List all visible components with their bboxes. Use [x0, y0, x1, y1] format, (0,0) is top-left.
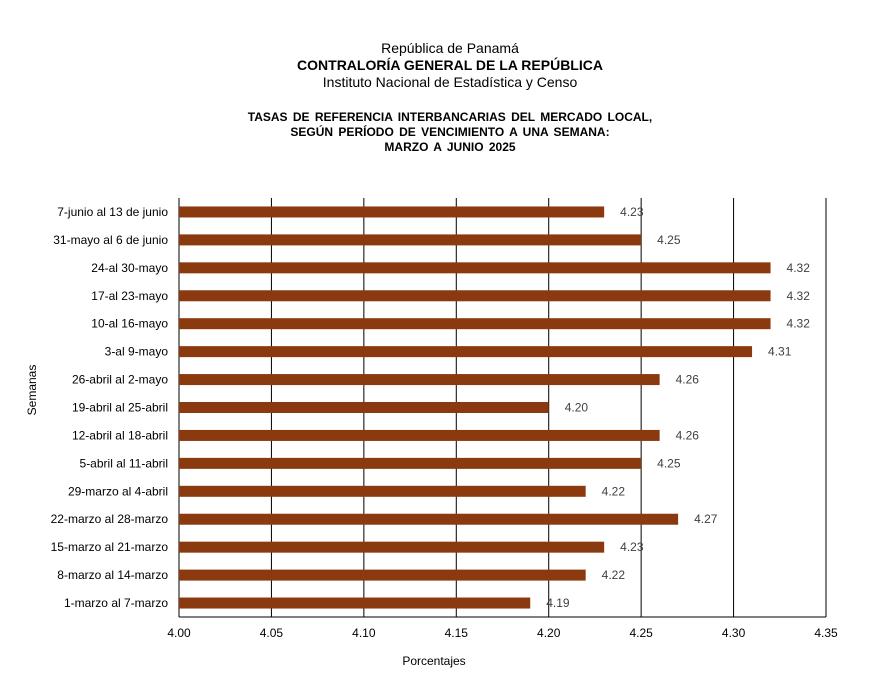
x-tick-label: 4.05 — [260, 626, 284, 640]
x-tick-label: 4.00 — [167, 626, 191, 640]
data-label: 4.25 — [657, 456, 681, 470]
y-axis-label: Semanas — [25, 365, 39, 416]
x-tick-label: 4.20 — [537, 626, 561, 640]
chart-title-line-2: SEGÚN PERÍODO DE VENCIMIENTO A UNA SEMAN… — [290, 125, 610, 139]
bar — [179, 597, 531, 609]
x-tick-label: 4.25 — [629, 626, 653, 640]
category-label: 8-marzo al 14-marzo — [57, 568, 168, 582]
category-label: 29-marzo al 4-abril — [68, 484, 168, 498]
data-label: 4.25 — [657, 233, 681, 247]
bar — [179, 206, 605, 218]
bar — [179, 234, 642, 246]
data-label: 4.31 — [768, 345, 792, 359]
chart-title-line-3: MARZO A JUNIO 2025 — [384, 140, 516, 154]
data-label: 4.32 — [787, 317, 811, 331]
data-label: 4.23 — [620, 540, 644, 554]
category-labels: 7-junio al 13 de junio 31-mayo al 6 de ju… — [51, 205, 169, 610]
institute-name: Instituto Nacional de Estadística y Cens… — [322, 74, 578, 90]
category-label: 19-abril al 25-abril — [72, 401, 168, 415]
category-label: 15-marzo al 21-marzo — [51, 540, 169, 554]
bar — [179, 262, 771, 274]
category-label: 26-abril al 2-mayo — [72, 373, 168, 387]
category-label: 17-al 23-mayo — [91, 289, 168, 303]
data-label: 4.20 — [565, 401, 589, 415]
category-label: 22-marzo al 28-marzo — [51, 512, 169, 526]
data-label: 4.26 — [676, 428, 700, 442]
bar — [179, 346, 753, 358]
category-label: 24-al 30-mayo — [91, 261, 168, 275]
bar — [179, 402, 549, 413]
bar — [179, 569, 586, 581]
data-label: 4.32 — [787, 289, 811, 303]
data-label: 4.23 — [620, 205, 644, 219]
category-label: 31-mayo al 6 de junio — [53, 233, 168, 247]
data-label: 4.32 — [787, 261, 811, 275]
category-label: 3-al 9-mayo — [105, 345, 169, 359]
category-label: 7-junio al 13 de junio — [57, 205, 168, 219]
bar — [179, 513, 679, 525]
bar — [179, 318, 771, 330]
data-label: 4.26 — [676, 373, 700, 387]
bars — [179, 206, 771, 609]
data-labels: 4.23 4.25 4.32 4.32 4.32 4.31 4.26 4.20 4.26 4.25… — [546, 205, 810, 610]
x-tick-label: 4.15 — [445, 626, 469, 640]
category-label: 10-al 16-mayo — [91, 317, 168, 331]
country-name: República de Panamá — [381, 40, 519, 56]
bar — [179, 541, 605, 553]
x-tick-label: 4.35 — [814, 626, 838, 640]
bar — [179, 374, 660, 386]
x-tick-label: 4.10 — [352, 626, 376, 640]
x-axis-label: Porcentajes — [402, 654, 465, 668]
agency-name: CONTRALORÍA GENERAL DE LA REPÚBLICA — [297, 57, 603, 73]
bar — [179, 485, 586, 497]
data-label: 4.22 — [602, 484, 626, 498]
bar — [179, 457, 642, 469]
category-label: 1-marzo al 7-marzo — [64, 596, 168, 610]
chart-title-line-1: TASAS DE REFERENCIA INTERBANCARIAS DEL M… — [247, 110, 653, 124]
x-tick-labels: 4.00 4.05 4.10 4.15 4.20 4.25 4.30 4.35 — [167, 626, 838, 640]
data-label: 4.27 — [694, 512, 718, 526]
category-label: 5-abril al 11-abril — [80, 456, 168, 470]
bar — [179, 290, 771, 302]
category-label: 12-abril al 18-abril — [72, 428, 168, 442]
data-label: 4.22 — [602, 568, 626, 582]
x-tick-label: 4.30 — [722, 626, 746, 640]
data-label: 4.19 — [546, 596, 570, 610]
bar — [179, 429, 660, 441]
